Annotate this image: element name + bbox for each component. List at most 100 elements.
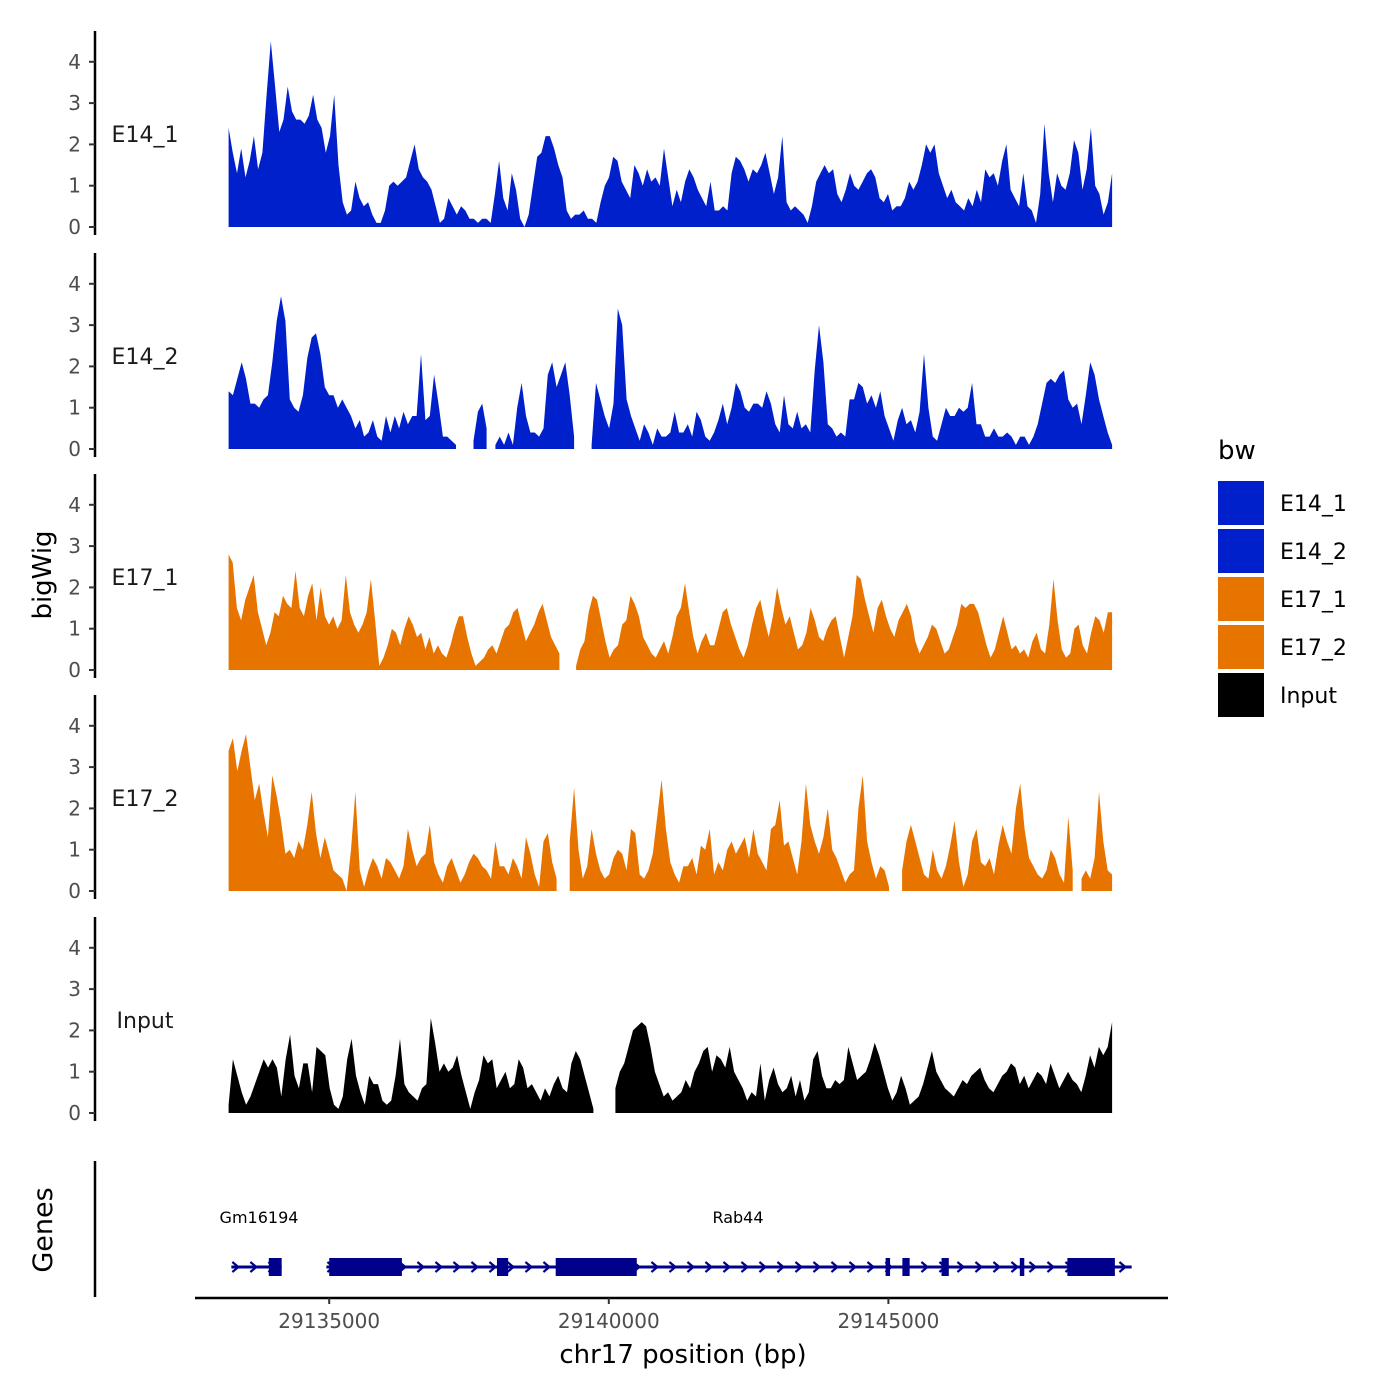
strand-arrow bbox=[758, 1261, 768, 1273]
y-tick-label: 3 bbox=[68, 313, 81, 337]
strand-arrow bbox=[416, 1261, 426, 1273]
track-label: E14_2 bbox=[112, 345, 179, 370]
series-area-Input bbox=[228, 1018, 1113, 1113]
track-label: Input bbox=[117, 1009, 174, 1034]
series-area-E14_2 bbox=[228, 296, 1113, 449]
y-tick-label: 0 bbox=[68, 1101, 81, 1125]
y-tick-label: 1 bbox=[68, 617, 81, 641]
exon-block bbox=[1019, 1258, 1025, 1276]
strand-arrow bbox=[650, 1261, 660, 1273]
gene-Rab44: Rab44 bbox=[326, 1208, 1132, 1276]
legend: bw E14_1 E14_2 E17_1 E17_2 Input bbox=[1218, 436, 1347, 717]
strand-arrow bbox=[1046, 1261, 1056, 1273]
strand-arrow bbox=[249, 1261, 259, 1273]
strand-arrow bbox=[542, 1261, 552, 1273]
y-tick-label: 1 bbox=[68, 396, 81, 420]
y-tick-label: 2 bbox=[68, 354, 81, 378]
strand-arrow bbox=[1118, 1261, 1128, 1273]
strand-arrow bbox=[956, 1261, 966, 1273]
y-tick-label: 3 bbox=[68, 91, 81, 115]
track-label: E14_1 bbox=[112, 123, 179, 148]
y-tick-label: 3 bbox=[68, 534, 81, 558]
y-tick-label: 2 bbox=[68, 575, 81, 599]
strand-arrow bbox=[830, 1261, 840, 1273]
y-tick-label: 4 bbox=[68, 714, 81, 738]
y-tick-label: 1 bbox=[68, 1060, 81, 1084]
y-tick-label: 4 bbox=[68, 272, 81, 296]
legend-label-E14_2: E14_2 bbox=[1280, 540, 1347, 565]
gene-label: Rab44 bbox=[712, 1208, 763, 1227]
legend-label-Input: Input bbox=[1280, 684, 1337, 709]
y-tick-label: 4 bbox=[68, 50, 81, 74]
strand-arrow bbox=[992, 1261, 1002, 1273]
legend-swatch-E14_1 bbox=[1218, 481, 1264, 525]
strand-arrow bbox=[668, 1261, 678, 1273]
gene-Gm16194: Gm16194 bbox=[220, 1208, 299, 1276]
gene-label: Gm16194 bbox=[220, 1208, 299, 1227]
track-Input: 0 1 2 3 4 Input bbox=[68, 917, 1113, 1125]
x-tick-label: 29135000 bbox=[278, 1309, 380, 1333]
strand-arrow bbox=[434, 1261, 444, 1273]
strand-arrow bbox=[488, 1261, 498, 1273]
strand-arrow bbox=[794, 1261, 804, 1273]
legend-label-E17_1: E17_1 bbox=[1280, 588, 1347, 613]
track-panels: 0 1 2 3 4 E14_1 0 1 2 3 4 E14_2 0 1 2 3 4 E17_1 0 1 2 3 4 E17_2… bbox=[68, 31, 1113, 1125]
exon-block bbox=[268, 1258, 282, 1276]
y-tick-label: 0 bbox=[68, 879, 81, 903]
exon-block bbox=[902, 1258, 910, 1276]
track-E17_2: 0 1 2 3 4 E17_2 bbox=[68, 695, 1113, 903]
y-tick-label: 1 bbox=[68, 174, 81, 198]
y-axis-title: bigWig bbox=[28, 530, 58, 619]
track-E14_1: 0 1 2 3 4 E14_1 bbox=[68, 31, 1113, 239]
exon-block bbox=[1067, 1258, 1115, 1276]
y-tick-label: 4 bbox=[68, 936, 81, 960]
strand-arrow bbox=[974, 1261, 984, 1273]
exon-block bbox=[555, 1258, 637, 1276]
strand-arrow bbox=[506, 1261, 516, 1273]
series-area-E14_1 bbox=[228, 41, 1113, 228]
y-tick-label: 4 bbox=[68, 493, 81, 517]
strand-arrow bbox=[231, 1261, 241, 1273]
track-E14_2: 0 1 2 3 4 E14_2 bbox=[68, 253, 1113, 461]
legend-label-E14_1: E14_1 bbox=[1280, 492, 1347, 517]
strand-arrow bbox=[740, 1261, 750, 1273]
strand-arrow bbox=[1028, 1261, 1038, 1273]
exon-block bbox=[885, 1258, 891, 1276]
y-tick-label: 2 bbox=[68, 1018, 81, 1042]
strand-arrow bbox=[452, 1261, 462, 1273]
legend-swatch-E14_2 bbox=[1218, 529, 1264, 573]
track-label: E17_2 bbox=[112, 787, 179, 812]
strand-arrow bbox=[722, 1261, 732, 1273]
strand-arrow bbox=[470, 1261, 480, 1273]
legend-swatch-E17_1 bbox=[1218, 577, 1264, 621]
y-tick-label: 2 bbox=[68, 796, 81, 820]
strand-arrow bbox=[920, 1261, 930, 1273]
strand-arrow bbox=[848, 1261, 858, 1273]
x-tick-label: 29145000 bbox=[838, 1309, 940, 1333]
y-tick-label: 1 bbox=[68, 838, 81, 862]
y-tick-label: 3 bbox=[68, 755, 81, 779]
exon-block bbox=[496, 1258, 509, 1276]
y-tick-label: 0 bbox=[68, 437, 81, 461]
legend-swatch-E17_2 bbox=[1218, 625, 1264, 669]
genes-panel: Gm16194 Rab44 bbox=[93, 1161, 1132, 1297]
x-axis-title: chr17 position (bp) bbox=[559, 1340, 806, 1370]
track-label: E17_1 bbox=[112, 566, 179, 591]
strand-arrow bbox=[686, 1261, 696, 1273]
x-tick-label: 29140000 bbox=[558, 1309, 660, 1333]
y-tick-label: 0 bbox=[68, 215, 81, 239]
y-tick-label: 3 bbox=[68, 977, 81, 1001]
x-axis: 29135000 29140000 29145000 bbox=[195, 1296, 1168, 1333]
genes-track-label: Genes bbox=[28, 1187, 59, 1272]
legend-label-E17_2: E17_2 bbox=[1280, 636, 1347, 661]
series-area-E17_1 bbox=[228, 554, 1113, 670]
strand-arrow bbox=[812, 1261, 822, 1273]
track-E17_1: 0 1 2 3 4 E17_1 bbox=[68, 474, 1113, 682]
strand-arrow bbox=[776, 1261, 786, 1273]
legend-title: bw bbox=[1218, 436, 1256, 466]
legend-swatch-Input bbox=[1218, 673, 1264, 717]
series-area-E17_2 bbox=[228, 734, 1113, 891]
y-tick-label: 2 bbox=[68, 132, 81, 156]
strand-arrow bbox=[866, 1261, 876, 1273]
